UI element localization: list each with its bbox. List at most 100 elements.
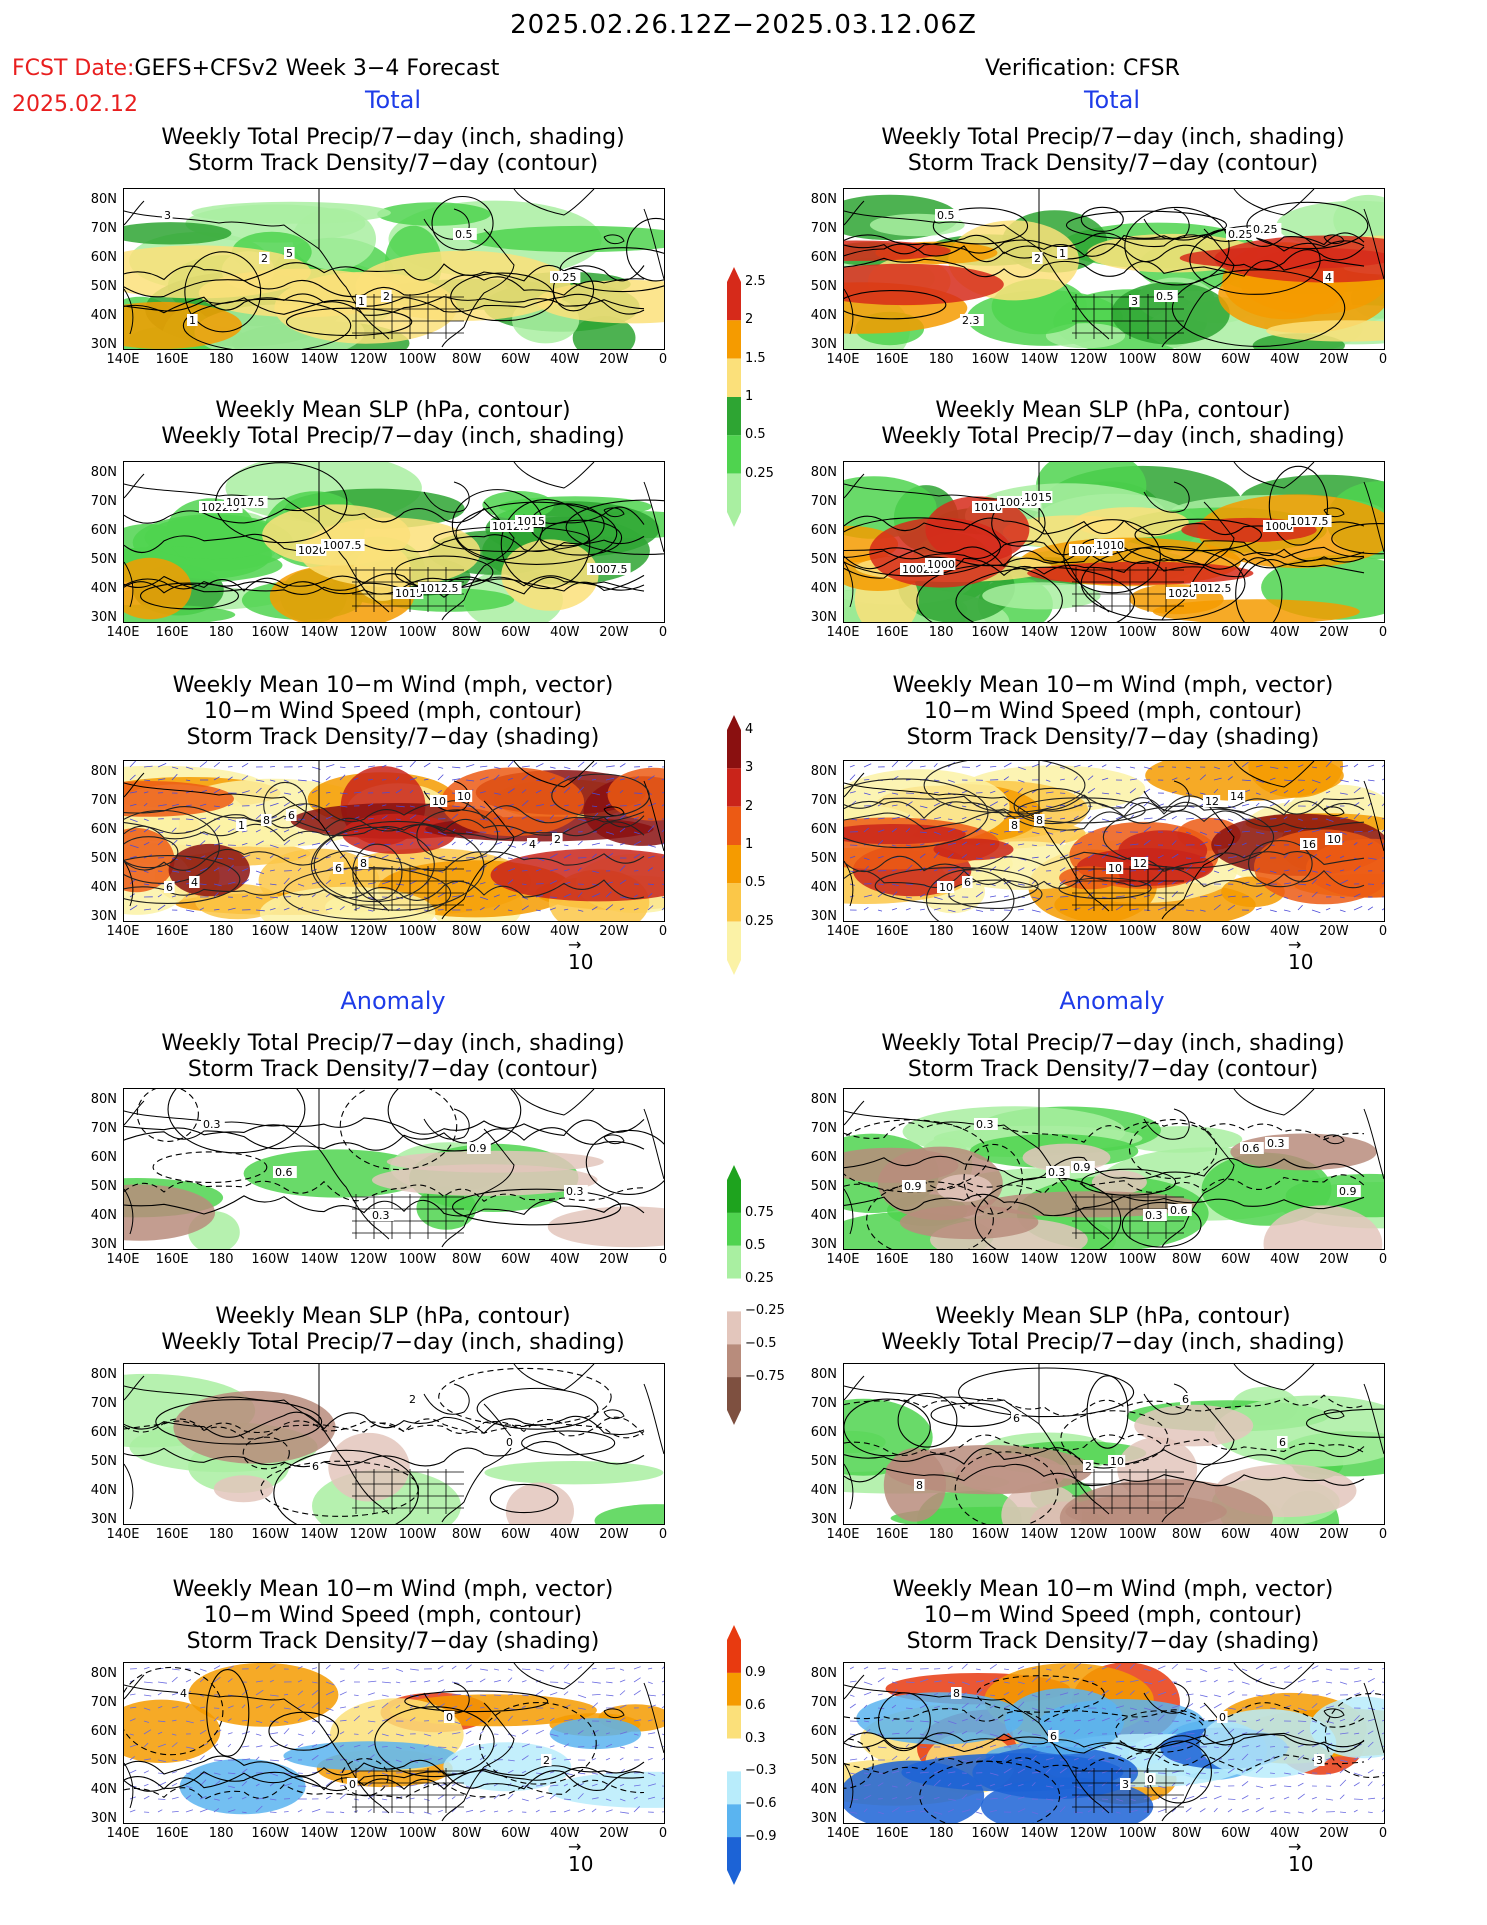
contour-label-bg (902, 1180, 926, 1192)
lon-label: 20W (1319, 1527, 1349, 1542)
lon-label: 160W (971, 1252, 1010, 1267)
contour-label: 0.3 (203, 1118, 221, 1131)
contour-label: 2 (409, 1393, 416, 1406)
lon-label: 140W (300, 625, 339, 640)
lon-label: 20W (1319, 625, 1349, 640)
colorbar-segment (727, 1344, 741, 1378)
contour-label: 1 (189, 314, 196, 327)
colorbar-segment (727, 1278, 741, 1312)
vector-reference-arrow: → (1288, 1837, 1302, 1856)
contour-label: 1012.5 (420, 582, 459, 595)
verification-total-precip-storm-map: 0.5 2 3 0.25 4 2.3 1 0.5 0.25 (843, 188, 1385, 350)
lat-label: 50N (810, 1179, 837, 1194)
contour-label-bg (1108, 1455, 1126, 1467)
contour-label-bg (1166, 587, 1197, 599)
lon-label: 80W (451, 1252, 482, 1267)
lat-label: 50N (90, 279, 117, 294)
lat-label: 70N (810, 494, 837, 509)
shading-region (484, 1461, 664, 1485)
lat-label: 70N (810, 1121, 837, 1136)
shading-region (299, 517, 481, 588)
shading-region (549, 1718, 642, 1750)
contour-label: 8 (953, 1687, 960, 1700)
contour-label-bg (1337, 1185, 1361, 1197)
lon-label: 140W (300, 1527, 339, 1542)
colorbar-top-arrow (727, 267, 741, 282)
contour-label: 10 (457, 790, 471, 803)
contour-label-bg (1094, 539, 1125, 551)
colorbar-segment (727, 1377, 741, 1410)
shading-region (1201, 1152, 1332, 1226)
contour-label: 1010 (974, 501, 1002, 514)
colorbar-segment (727, 883, 741, 922)
contour-label: 3 (1122, 1778, 1129, 1791)
lat-label: 70N (90, 221, 117, 236)
verification-total-slp-precip-title: Weekly Mean SLP (hPa, contour) Weekly To… (881, 398, 1345, 449)
contour-label-bg (1251, 223, 1282, 235)
forecast-total-precip-storm-svg: 3 2 1 0.5 0.25 1 5 2 (124, 189, 664, 349)
vector-reference-value: 10 (568, 1852, 594, 1876)
lon-label: 160W (971, 1826, 1010, 1841)
lon-label: 100W (398, 924, 437, 939)
lat-label: 40N (810, 880, 837, 895)
colorbar-label: 4 (745, 722, 754, 737)
contour-label-bg (201, 1118, 225, 1130)
lat-label: 70N (90, 1121, 117, 1136)
contour-label: 3 (1316, 1754, 1323, 1767)
contour-label: 2 (543, 1754, 550, 1767)
lat-label: 50N (810, 1753, 837, 1768)
contour-label: 1020 (1168, 587, 1196, 600)
contour-label: 3 (164, 209, 171, 222)
colorbar-bottom-arrow (727, 1870, 741, 1885)
colorbar-label: 0.6 (745, 1697, 766, 1713)
lat-label: 70N (810, 793, 837, 808)
lon-label: 140W (1020, 1527, 1059, 1542)
lon-label: 140W (1020, 1252, 1059, 1267)
verification-total-precip-storm-svg: 0.5 2 3 0.25 4 2.3 1 0.5 0.25 (844, 189, 1384, 349)
lon-label: 160E (875, 352, 909, 367)
shading-region (607, 767, 664, 821)
lon-label: 160W (251, 924, 290, 939)
lon-label: 140E (826, 924, 860, 939)
colorbar-top-arrow (727, 1625, 741, 1640)
lon-label: 160E (875, 924, 909, 939)
lon-label: 60W (1221, 1826, 1251, 1841)
lon-label: 0 (658, 924, 668, 939)
shading-region (1134, 1404, 1254, 1447)
contour-label-bg (1228, 790, 1246, 802)
lat-label: 40N (90, 880, 117, 895)
contour-label-bg (1277, 1436, 1288, 1448)
contour-label-bg (236, 819, 247, 831)
lon-label: 100W (1118, 1826, 1157, 1841)
lat-label: 60N (90, 1425, 117, 1440)
colorbar-bottom-arrow (727, 1410, 741, 1425)
lat-label: 40N (810, 1483, 837, 1498)
contour-label: 10 (1327, 833, 1341, 846)
lon-label: 100W (398, 1527, 437, 1542)
contour-label: 1 (358, 295, 365, 308)
verification-anomaly-slp-precip-map: 2 6 6 8 6 10 (843, 1363, 1385, 1525)
colorbar-precip-anomaly (727, 1165, 741, 1425)
colorbar-segment (727, 730, 741, 769)
lat-label: 30N (90, 909, 117, 924)
contour-label-bg (504, 1436, 515, 1448)
contour-label-bg (1191, 582, 1235, 594)
contour-label-bg (1154, 290, 1178, 302)
contour-label: 3 (1131, 295, 1138, 308)
section-total-right: Total (1083, 86, 1141, 114)
verification-anomaly-wind-storm-title: Weekly Mean 10−m Wind (mph, vector) 10−m… (892, 1577, 1334, 1654)
lon-label: 20W (1319, 1252, 1349, 1267)
contour-label: 1007.5 (323, 539, 362, 552)
colorbar-label: −0.9 (745, 1829, 777, 1845)
lon-label: 160W (251, 625, 290, 640)
shading-region (1263, 1205, 1383, 1249)
shading-region (274, 271, 458, 344)
contour-label-bg (1314, 1754, 1325, 1766)
colorbar-label: 0.3 (745, 1730, 766, 1746)
contour-label-bg (1300, 838, 1318, 850)
lon-label: 20W (599, 924, 629, 939)
shading-region (179, 1758, 306, 1815)
lat-label: 80N (810, 465, 837, 480)
lat-label: 80N (90, 764, 117, 779)
lon-label: 120W (1069, 924, 1108, 939)
